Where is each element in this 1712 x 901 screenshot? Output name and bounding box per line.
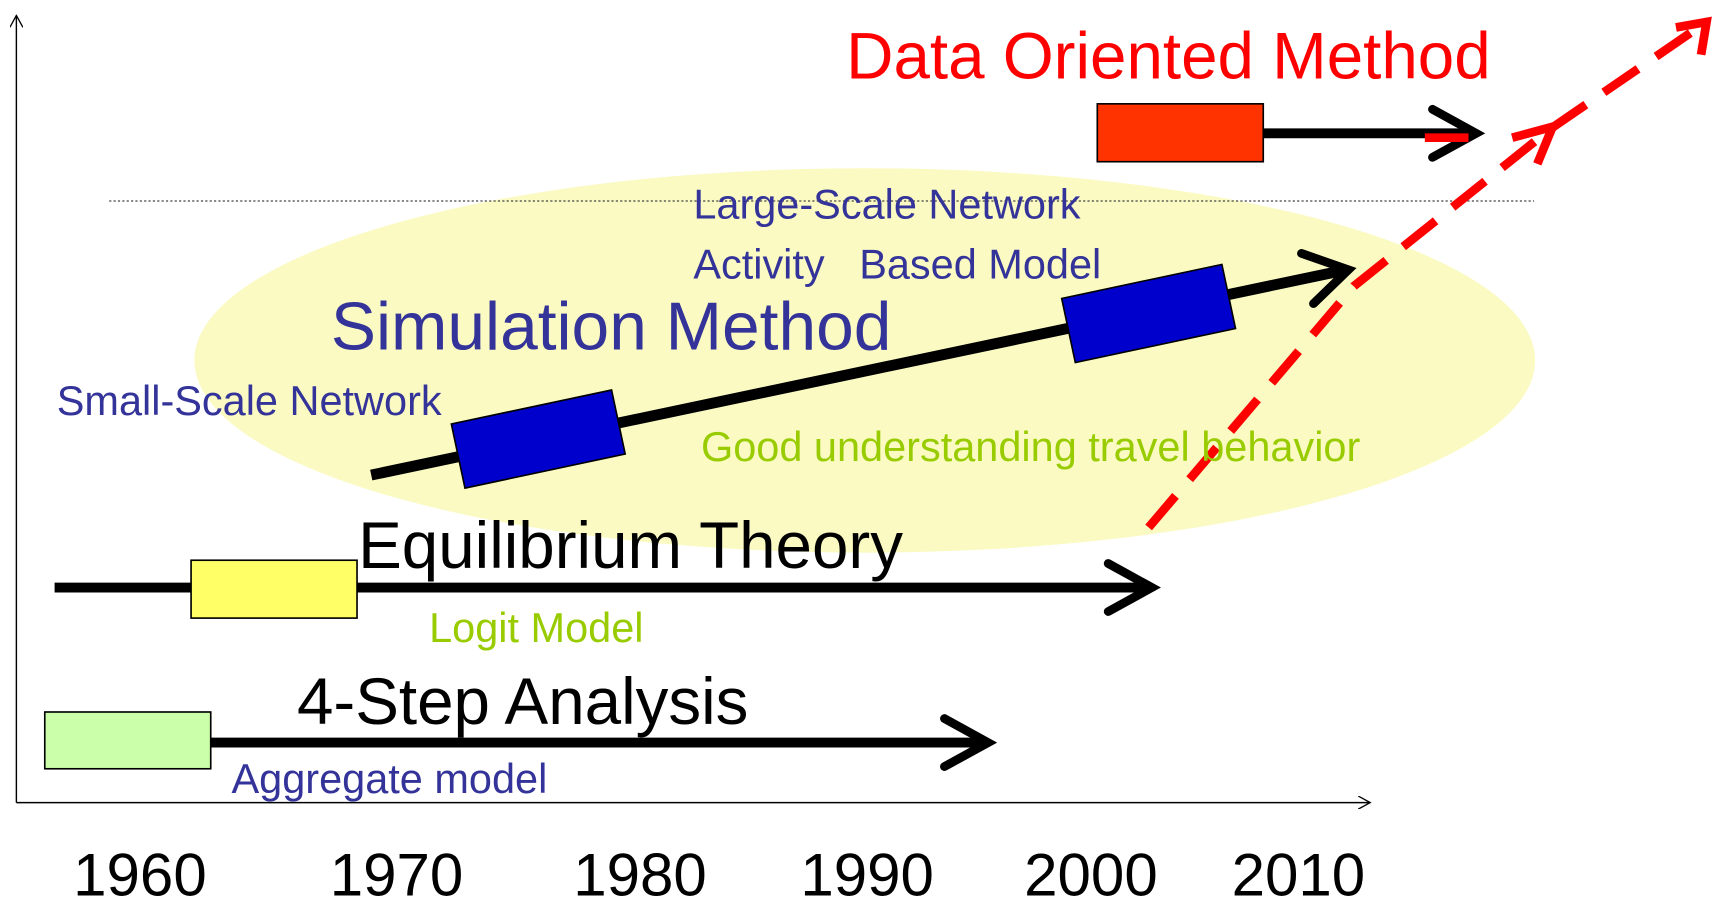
method-title: Equilibrium Theory	[358, 509, 903, 582]
period-box	[190, 559, 358, 619]
note: Good understanding travel behavior	[701, 423, 1361, 470]
method-title: Data Oriented Method	[846, 20, 1490, 93]
method-title: Simulation Method	[331, 290, 892, 365]
arrowhead	[1675, 16, 1712, 56]
year-label: 1970	[330, 841, 464, 901]
method-title: 4-Step Analysis	[297, 665, 748, 738]
year-label: 2010	[1232, 841, 1366, 901]
note: Aggregate model	[231, 755, 547, 802]
period-box	[450, 388, 627, 490]
period-box	[1096, 103, 1265, 163]
period-box	[43, 711, 212, 770]
year-label: 2000	[1024, 841, 1158, 901]
arrowhead	[1103, 559, 1161, 616]
note: Logit Model	[429, 604, 643, 651]
arrowhead	[1511, 120, 1561, 166]
trend-arrow	[1145, 20, 1706, 531]
arrowhead	[940, 714, 998, 771]
year-label: 1990	[800, 841, 934, 901]
period-box	[1060, 263, 1237, 364]
note: Large-Scale Network	[693, 180, 1080, 227]
note: Small-Scale Network	[57, 377, 442, 424]
arrowhead	[1428, 104, 1486, 162]
arrowhead	[1297, 249, 1357, 309]
year-label: 1980	[573, 841, 707, 901]
note: Activity Based Model	[693, 241, 1101, 288]
year-label: 1960	[73, 841, 207, 901]
